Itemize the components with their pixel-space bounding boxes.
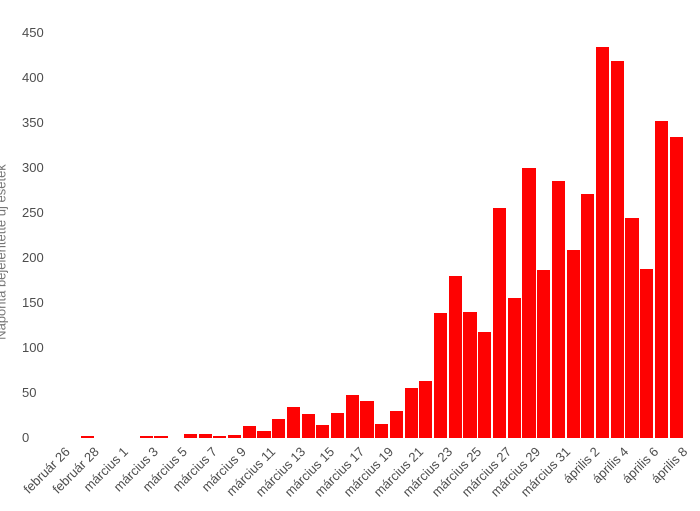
bar[interactable] <box>301 413 315 438</box>
bar[interactable] <box>492 207 507 438</box>
y-tick-label: 400 <box>22 70 44 85</box>
bar[interactable] <box>286 407 300 438</box>
bar[interactable] <box>272 419 286 438</box>
bar[interactable] <box>213 436 227 438</box>
y-tick-label: 50 <box>22 385 37 400</box>
bar[interactable] <box>316 424 330 438</box>
bar[interactable] <box>551 180 565 438</box>
bar[interactable] <box>566 249 580 438</box>
bar[interactable] <box>404 387 418 438</box>
bar[interactable] <box>595 46 610 438</box>
bar[interactable] <box>654 121 668 438</box>
bar[interactable] <box>463 312 477 438</box>
bar[interactable] <box>345 394 359 438</box>
bar[interactable] <box>227 435 242 438</box>
bar[interactable] <box>360 401 374 438</box>
bar[interactable] <box>242 426 256 438</box>
bar[interactable] <box>154 436 168 438</box>
y-tick-label: 250 <box>22 205 44 220</box>
bar[interactable] <box>375 423 389 438</box>
bar[interactable] <box>434 312 448 438</box>
y-tick-label: 350 <box>22 115 44 130</box>
bar[interactable] <box>537 269 551 438</box>
bar[interactable] <box>522 168 536 438</box>
bar[interactable] <box>448 276 462 438</box>
bar[interactable] <box>507 297 521 438</box>
bar[interactable] <box>478 331 492 438</box>
y-axis-title: Naponta bejelentette új esetek <box>0 164 9 340</box>
y-tick-label: 150 <box>22 295 44 310</box>
bar[interactable] <box>139 436 153 438</box>
bar[interactable] <box>183 434 197 438</box>
y-tick-label: 450 <box>22 25 44 40</box>
bar[interactable] <box>330 412 345 438</box>
bar[interactable] <box>669 136 683 438</box>
bar[interactable] <box>640 268 654 438</box>
bar[interactable] <box>198 433 212 438</box>
bar[interactable] <box>389 411 404 438</box>
bar[interactable] <box>610 60 624 438</box>
y-tick-label: 0 <box>22 430 30 445</box>
bar[interactable] <box>581 194 595 438</box>
y-tick-label: 200 <box>22 250 44 265</box>
bar[interactable] <box>625 218 639 438</box>
bar[interactable] <box>257 430 271 438</box>
y-tick-label: 100 <box>22 340 44 355</box>
bar[interactable] <box>80 436 94 438</box>
y-tick-label: 300 <box>22 160 44 175</box>
bar[interactable] <box>419 381 433 438</box>
